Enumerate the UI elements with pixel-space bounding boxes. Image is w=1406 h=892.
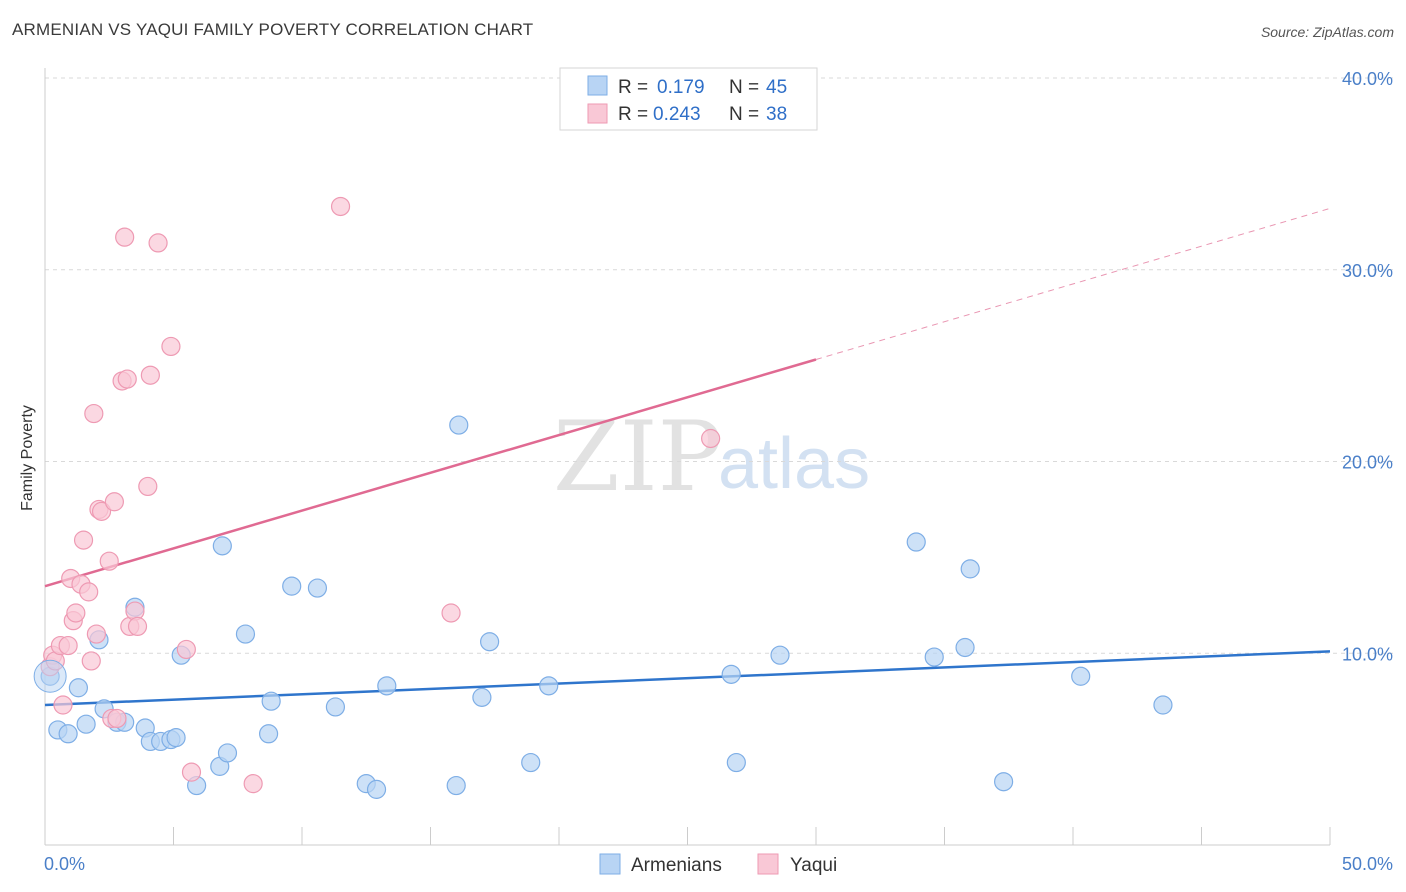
watermark: ZIP atlas: [553, 401, 870, 513]
point-yaqui-32: [181, 762, 202, 782]
point-armenians-21: [258, 724, 279, 744]
series-label-armenians: Armenians: [631, 855, 722, 876]
point-armenians-33: [521, 752, 541, 773]
point-yaqui-19: [104, 492, 124, 512]
point-yaqui-30: [161, 336, 181, 357]
legend-n-value-2: 38: [766, 104, 787, 125]
point-yaqui-23: [117, 369, 137, 389]
y-tick-labels: 10.0% 20.0% 30.0% 40.0%: [1342, 69, 1393, 664]
legend-r-value-2: 0.243: [653, 104, 701, 125]
point-armenians-22: [261, 691, 281, 711]
point-armenians-24: [307, 578, 328, 598]
trend-line-yaqui: [44, 358, 817, 588]
point-yaqui-31: [176, 639, 196, 660]
point-armenians-44: [1153, 695, 1173, 715]
point-yaqui-34: [330, 196, 351, 217]
chart-title: ARMENIAN VS YAQUI FAMILY POVERTY CORRELA…: [12, 20, 534, 39]
y-tick-label-1: 20.0%: [1342, 453, 1393, 473]
point-armenians-cluster: [33, 659, 67, 693]
point-yaqui-13: [84, 403, 104, 424]
point-yaqui-4: [53, 695, 73, 715]
source-credit: Source: ZipAtlas.com: [1260, 24, 1394, 40]
y-tick-label-3: 40.0%: [1342, 69, 1393, 89]
series-swatch-yaqui: [757, 853, 779, 875]
data-points: [33, 196, 1173, 799]
point-armenians-3: [68, 678, 89, 698]
point-yaqui-22: [115, 227, 135, 247]
point-yaqui-20: [107, 708, 127, 729]
point-armenians-28: [377, 676, 397, 696]
point-yaqui-17: [99, 551, 119, 571]
point-armenians-25: [325, 697, 346, 717]
point-yaqui-33: [243, 774, 263, 794]
x-tick-label-0: 0.0%: [44, 854, 85, 874]
point-armenians-41: [960, 559, 980, 579]
legend-n-value-1: 45: [766, 77, 787, 98]
point-armenians-18: [212, 536, 232, 556]
point-armenians-42: [994, 772, 1014, 792]
point-yaqui-14: [86, 624, 107, 644]
point-armenians-29: [446, 775, 466, 796]
point-armenians-43: [1071, 666, 1091, 686]
trend-extension-yaqui: [815, 207, 1331, 360]
legend-swatch-armenians: [587, 75, 608, 96]
point-yaqui-36: [701, 428, 721, 449]
point-yaqui-11: [79, 582, 99, 602]
x-tick-labels: 0.0% 50.0%: [44, 854, 1393, 874]
y-tick-label-0: 10.0%: [1342, 644, 1393, 664]
point-yaqui-5: [58, 635, 78, 656]
point-yaqui-27: [138, 476, 158, 497]
x-tick-label-1: 50.0%: [1342, 854, 1393, 874]
point-armenians-27: [366, 779, 387, 799]
legend-swatch-yaqui: [587, 103, 608, 124]
point-armenians-2: [58, 724, 78, 744]
series-legend: Armenians Yaqui: [599, 853, 837, 876]
legend-n-label-1: N =: [729, 77, 759, 98]
point-yaqui-29: [148, 233, 168, 253]
series-label-yaqui: Yaqui: [790, 855, 837, 876]
point-armenians-38: [906, 532, 926, 552]
legend-n-label-2: N =: [729, 104, 759, 125]
point-armenians-34: [539, 676, 559, 696]
point-yaqui-8: [66, 603, 86, 623]
point-armenians-39: [924, 647, 944, 667]
point-yaqui-16: [91, 501, 112, 521]
legend-r-value-1: 0.179: [657, 77, 705, 98]
trend-line-armenians: [44, 650, 1331, 707]
y-tick-label-2: 30.0%: [1342, 261, 1393, 281]
point-armenians-4: [76, 714, 96, 734]
legend-r-label-1: R =: [618, 77, 648, 98]
point-armenians-40: [955, 637, 975, 658]
point-yaqui-12: [81, 651, 101, 671]
point-yaqui-10: [73, 530, 94, 550]
point-yaqui-28: [140, 365, 160, 385]
gridlines: [45, 77, 1395, 654]
point-yaqui-35: [441, 603, 461, 623]
point-armenians-19: [217, 743, 238, 763]
series-swatch-armenians: [599, 853, 621, 875]
legend-r-label-2: R =: [618, 104, 648, 125]
point-armenians-32: [480, 632, 500, 652]
trend-lines: [44, 207, 1331, 707]
point-armenians-37: [770, 645, 790, 665]
watermark-zip: ZIP: [553, 401, 722, 513]
axes: [44, 68, 1331, 846]
point-armenians-35: [721, 664, 741, 684]
point-armenians-31: [472, 687, 492, 707]
point-armenians-30: [449, 415, 469, 435]
point-yaqui-26: [127, 616, 148, 637]
watermark-atlas: atlas: [718, 424, 870, 504]
point-armenians-23: [282, 576, 302, 596]
stats-legend: R = 0.179 N = 45 R = 0.243 N = 38: [559, 67, 818, 131]
point-armenians-20: [235, 624, 256, 644]
point-armenians-36: [726, 752, 746, 773]
point-armenians-14: [166, 728, 186, 748]
